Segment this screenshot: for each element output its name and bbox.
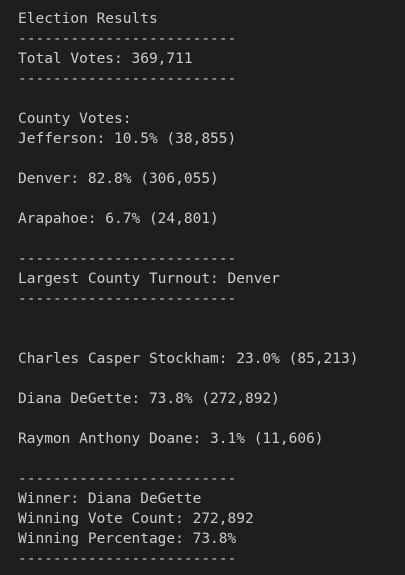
largest-county-line: Largest County Turnout: Denver bbox=[18, 271, 280, 287]
county-line-jefferson: Jefferson: 10.5% (38,855) bbox=[18, 131, 237, 147]
results-title: Election Results bbox=[18, 11, 158, 27]
winning-vote-count-line: Winning Vote Count: 272,892 bbox=[18, 511, 254, 527]
separator-line: ------------------------- bbox=[18, 551, 237, 567]
county-line-denver: Denver: 82.8% (306,055) bbox=[18, 171, 219, 187]
separator-line: ------------------------- bbox=[18, 251, 237, 267]
separator-line: ------------------------- bbox=[18, 71, 237, 87]
candidate-line-doane: Raymon Anthony Doane: 3.1% (11,606) bbox=[18, 431, 324, 447]
separator-line: ------------------------- bbox=[18, 471, 237, 487]
winning-percentage-line: Winning Percentage: 73.8% bbox=[18, 531, 237, 547]
separator-line: ------------------------- bbox=[18, 31, 237, 47]
winner-line: Winner: Diana DeGette bbox=[18, 491, 202, 507]
separator-line: ------------------------- bbox=[18, 291, 237, 307]
county-votes-header: County Votes: bbox=[18, 111, 132, 127]
total-votes-line: Total Votes: 369,711 bbox=[18, 51, 193, 67]
candidate-line-degette: Diana DeGette: 73.8% (272,892) bbox=[18, 391, 280, 407]
candidate-line-stockham: Charles Casper Stockham: 23.0% (85,213) bbox=[18, 351, 359, 367]
county-line-arapahoe: Arapahoe: 6.7% (24,801) bbox=[18, 211, 219, 227]
